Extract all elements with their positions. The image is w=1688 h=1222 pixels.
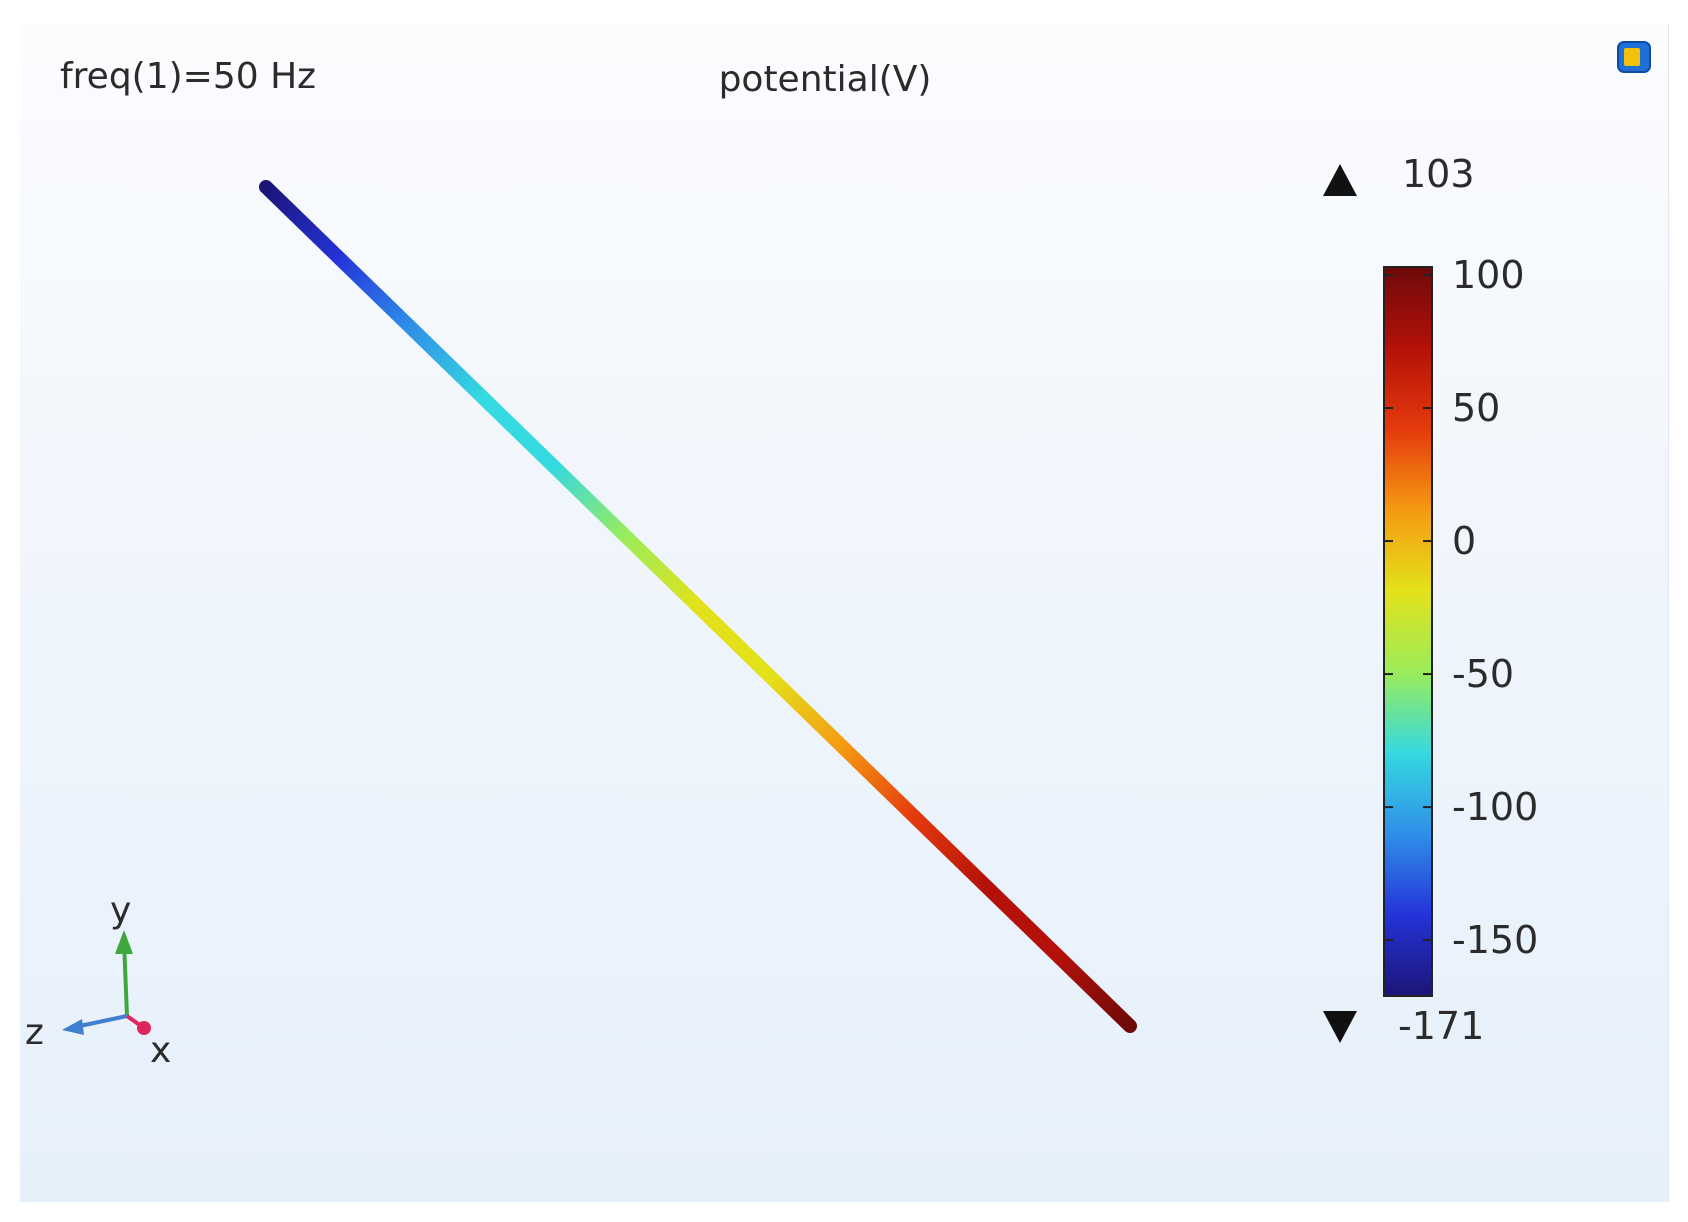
axis-triad: y z x bbox=[25, 890, 171, 1071]
colorbar-max-label: 103 bbox=[1402, 152, 1475, 196]
wire-line bbox=[259, 180, 1137, 1033]
min-triangle-icon bbox=[1323, 1011, 1357, 1043]
z-axis-label: z bbox=[25, 1012, 44, 1053]
potential-plot: freq(1)=50 Hz potential(V) 100 50 0 -50 -100… bbox=[25, 41, 1651, 1071]
colorbar-tick-label: -50 bbox=[1452, 652, 1514, 696]
window-icon[interactable] bbox=[1617, 41, 1651, 73]
colorbar-tick-label: 50 bbox=[1452, 386, 1500, 430]
colorbar-tick-label: -100 bbox=[1452, 785, 1538, 829]
colorbar-tick-label: 100 bbox=[1452, 253, 1525, 297]
x-axis-label: x bbox=[150, 1030, 171, 1071]
max-triangle-icon bbox=[1323, 164, 1357, 196]
colorbar-tick-label: 0 bbox=[1452, 519, 1476, 563]
frequency-label: freq(1)=50 Hz bbox=[60, 56, 316, 97]
plot-panel: freq(1)=50 Hz potential(V) 100 50 0 -50 -100… bbox=[20, 24, 1669, 1202]
y-axis-label: y bbox=[110, 890, 131, 931]
colorbar-tick-label: -150 bbox=[1452, 918, 1538, 962]
plot-title: potential(V) bbox=[719, 59, 932, 100]
colorbar bbox=[1383, 266, 1433, 997]
colorbar-min-label: -171 bbox=[1398, 1004, 1484, 1048]
